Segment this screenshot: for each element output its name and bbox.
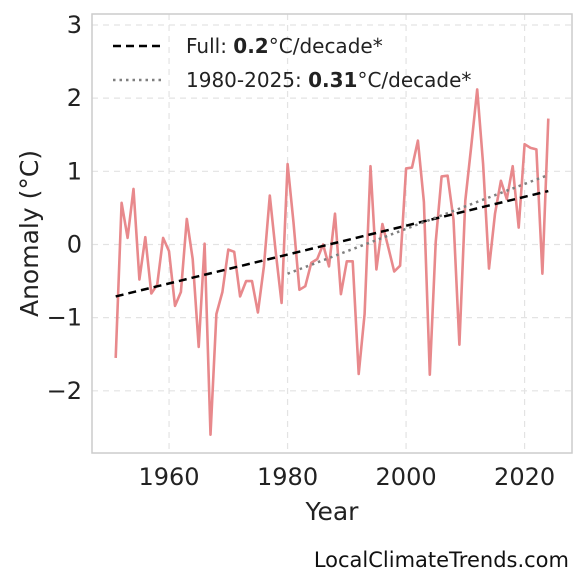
y-tick-label: −2 (47, 377, 82, 405)
legend-prefix: Full: (186, 34, 233, 58)
y-tick-label: 1 (67, 157, 82, 185)
data-layer (114, 88, 550, 437)
watermark: LocalClimateTrends.com (313, 548, 569, 572)
legend-suffix: °C/decade* (269, 34, 383, 58)
series-line (114, 88, 550, 437)
legend-suffix: °C/decade* (357, 68, 471, 92)
trend-line (115, 189, 549, 298)
legend-entry: 1980-2025: 0.31°C/decade* (186, 68, 471, 92)
legend-value: 0.31 (308, 68, 357, 92)
legend-prefix: 1980-2025: (186, 68, 308, 92)
y-tick-label: 3 (67, 11, 82, 39)
trend-line (287, 173, 549, 275)
ticks: 1960 1980 2000 2020 −2 −1 0 1 2 3 (47, 11, 556, 491)
plot-frame (91, 13, 573, 454)
y-tick-label: −1 (47, 304, 82, 332)
legend: Full: 0.2°C/decade*1980-2025: 0.31°C/dec… (113, 34, 471, 92)
legend-value: 0.2 (233, 34, 268, 58)
x-axis-label: Year (305, 497, 360, 526)
legend-entry: Full: 0.2°C/decade* (186, 34, 383, 58)
x-tick-label: 1960 (138, 463, 199, 491)
x-tick-label: 1980 (257, 463, 318, 491)
x-tick-label: 2000 (376, 463, 437, 491)
y-tick-label: 2 (67, 84, 82, 112)
y-axis-label: Anomaly (°C) (15, 150, 44, 317)
y-tick-label: 0 (67, 230, 82, 258)
x-tick-label: 2020 (494, 463, 555, 491)
